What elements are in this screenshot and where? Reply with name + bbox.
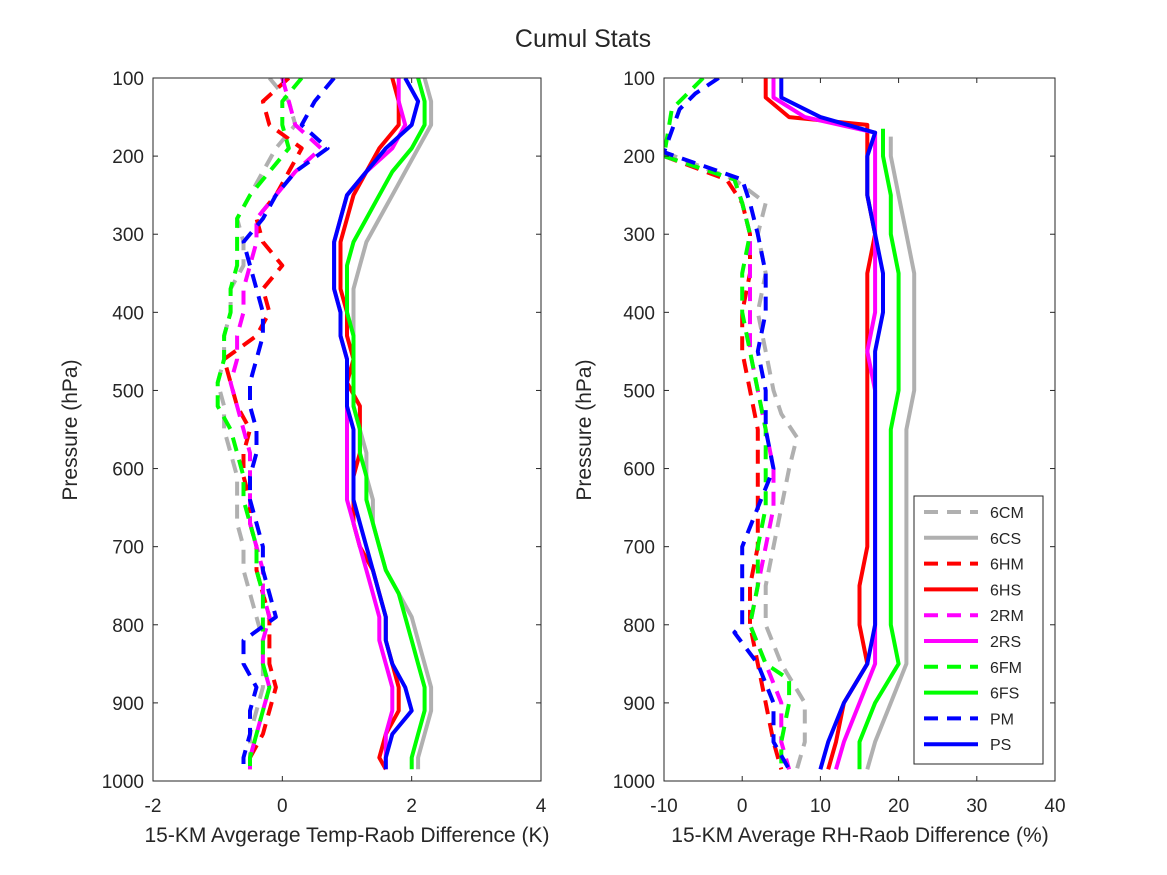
temp-ytick-label-5: 600 — [112, 460, 144, 481]
legend-items: 6CM 6CS 6HM 6HS 2RM 2RS 6FM 6FS PM PS — [924, 505, 1024, 754]
temp-series-6fs — [345, 78, 427, 770]
rh-ytick-label-7: 800 — [623, 616, 655, 637]
temp-series-6hm — [222, 78, 304, 770]
rh-series-6cs — [865, 136, 917, 770]
legend-label-2rm: 2RM — [990, 608, 1024, 625]
rh-series-6fm — [664, 78, 792, 770]
rh-xlabel: 15-KM Average RH-Raob Difference (%) — [671, 824, 1048, 847]
rh-ytick-label-2: 300 — [623, 225, 655, 246]
rh-xtick-label-4: 30 — [966, 796, 987, 817]
temp-series-ps — [332, 78, 421, 770]
temp-axes-frame — [152, 77, 542, 782]
temp-ytick-label-7: 800 — [112, 616, 144, 637]
rh-series-6fs — [857, 128, 901, 770]
temp-xtick-label-1: 0 — [277, 796, 288, 817]
legend-label-6fm: 6FM — [990, 660, 1022, 677]
temp-series-6fm — [215, 78, 304, 770]
temp-xtick-label-2: 2 — [406, 796, 417, 817]
rh-ytick-label-5: 600 — [623, 460, 655, 481]
legend: 6CM 6CS 6HM 6HS 2RM 2RS 6FM 6FS PM PS — [913, 495, 1044, 765]
rh-ytick-label-0: 100 — [623, 69, 655, 90]
legend-label-6cs: 6CS — [990, 531, 1021, 548]
temp-xtick-label-0: -2 — [145, 796, 162, 817]
rh-ytick-label-8: 900 — [623, 694, 655, 715]
rh-xtick-label-0: -10 — [650, 796, 677, 817]
legend-label-2rs: 2RS — [990, 634, 1021, 651]
temp-ytick-label-9: 1000 — [102, 772, 144, 793]
rh-ytick-label-9: 1000 — [613, 772, 655, 793]
rh-xtick-label-2: 10 — [810, 796, 831, 817]
rh-axes-frame — [663, 77, 1056, 782]
rh-ytick-label-1: 200 — [623, 147, 655, 168]
temp-xlabel: 15-KM Avgerage Temp-Raob Difference (K) — [144, 824, 549, 847]
legend-label-6fs: 6FS — [990, 686, 1019, 703]
rh-xtick-label-3: 20 — [888, 796, 909, 817]
rh-ytick-label-6: 700 — [623, 538, 655, 559]
temp-ytick-label-8: 900 — [112, 694, 144, 715]
legend-label-6hs: 6HS — [990, 582, 1021, 599]
rh-series-6hs — [763, 78, 878, 770]
legend-label-pm: PM — [990, 711, 1014, 728]
temp-panel: -2 0 2 4 100 200 300 400 500 600 700 800 900 1000 15-… — [59, 69, 550, 847]
temp-ytick-label-0: 100 — [112, 69, 144, 90]
temp-ytick-label-4: 500 — [112, 381, 144, 402]
temp-ytick-label-3: 400 — [112, 303, 144, 324]
temp-xtick-label-3: 4 — [536, 796, 547, 817]
temp-series-pm — [241, 78, 336, 770]
rh-ytick-label-4: 500 — [623, 381, 655, 402]
temp-ylabel: Pressure (hPa) — [59, 359, 82, 500]
temp-ytick-label-1: 200 — [112, 147, 144, 168]
legend-label-6cm: 6CM — [990, 505, 1024, 522]
rh-tick-layer: -10 0 10 20 30 40 100 200 300 400 500 600 700 800 900 1… — [613, 69, 1066, 817]
temp-ytick-label-2: 300 — [112, 225, 144, 246]
temp-series-layer — [215, 78, 434, 771]
rh-ylabel: Pressure (hPa) — [573, 359, 596, 500]
legend-label-ps: PS — [990, 737, 1011, 754]
figure-title: Cumul Stats — [515, 25, 651, 53]
legend-label-6hm: 6HM — [990, 557, 1024, 574]
rh-ytick-label-3: 400 — [623, 303, 655, 324]
temp-ytick-label-6: 700 — [112, 538, 144, 559]
rh-series-layer — [664, 78, 917, 771]
rh-xtick-label-5: 40 — [1044, 796, 1065, 817]
rh-series-ps — [779, 78, 885, 770]
rh-xtick-label-1: 0 — [737, 796, 748, 817]
